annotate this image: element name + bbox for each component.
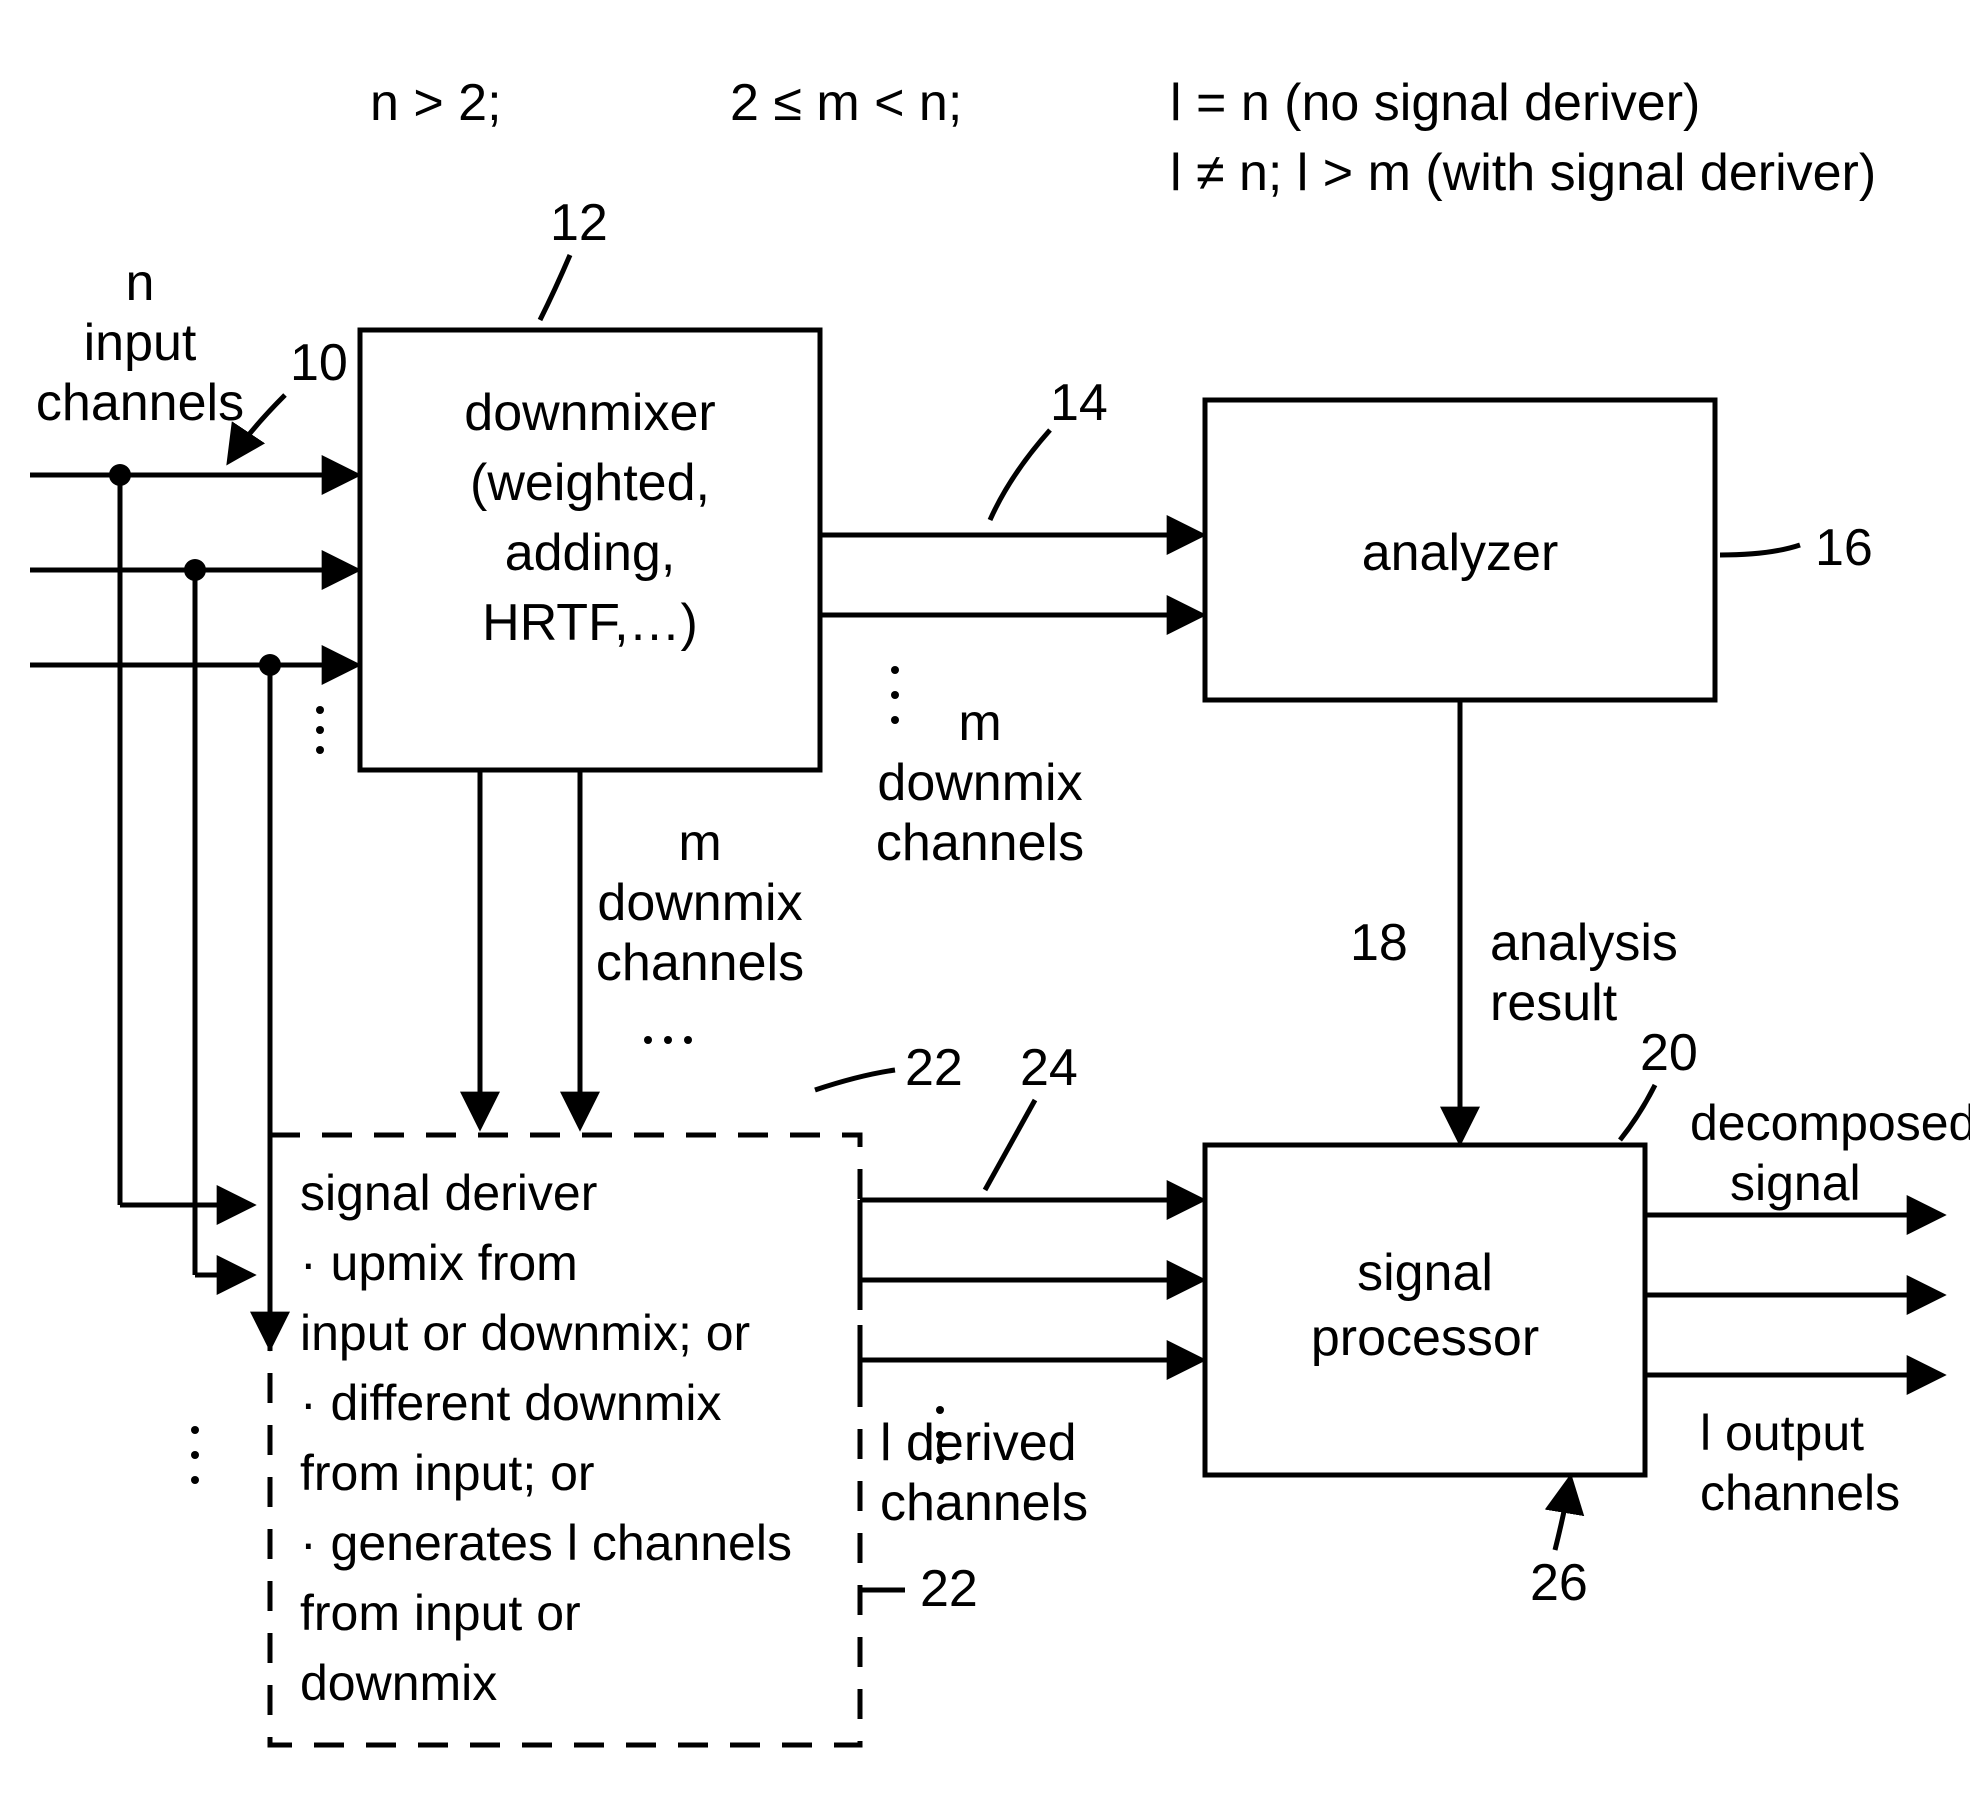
sd-l1: signal deriver	[300, 1165, 597, 1221]
ref-22a-pointer	[815, 1070, 895, 1090]
ref-16-pointer	[1720, 545, 1800, 555]
downmixer-l2: (weighted,	[470, 454, 710, 512]
ref-18: 18	[1350, 914, 1408, 972]
m-dm-ch-b2: downmix	[597, 874, 802, 932]
ref-26: 26	[1530, 1554, 1588, 1612]
input-input: input	[84, 314, 197, 372]
m-dm-ch-b1: m	[678, 814, 721, 872]
ref-10: 10	[290, 334, 348, 392]
input-channels: channels	[36, 374, 244, 432]
ref-14-pointer	[990, 430, 1050, 520]
ref-24-pointer	[985, 1100, 1035, 1190]
m-dm-ch-a3: channels	[876, 814, 1084, 872]
constraint-l1: l = n (no signal deriver)	[1170, 74, 1700, 132]
ref-22a: 22	[905, 1039, 963, 1097]
signal-deriver-box	[270, 1135, 860, 1745]
analysis-2: result	[1490, 974, 1618, 1032]
ref-22b: 22	[920, 1560, 978, 1618]
downmixer-l1: downmixer	[464, 384, 715, 442]
constraint-l2: l ≠ n; l > m (with signal deriver)	[1170, 144, 1876, 202]
m-dm-ch-b3: channels	[596, 934, 804, 992]
m-dm-ch-a2: downmix	[877, 754, 1082, 812]
ref-12: 12	[550, 194, 608, 252]
sd-l2: · upmix from	[300, 1235, 578, 1291]
analysis-1: analysis	[1490, 914, 1678, 972]
ref-12-pointer	[540, 255, 570, 320]
input-n: n	[126, 254, 155, 312]
downmixer-l4: HRTF,…)	[482, 594, 698, 652]
ref-14: 14	[1050, 374, 1108, 432]
decomposed-1: decomposed	[1690, 1095, 1970, 1151]
sp-l1: signal	[1357, 1244, 1493, 1302]
ref-16: 16	[1815, 519, 1873, 577]
decomposed-2: signal	[1730, 1155, 1861, 1211]
m-dm-ch-a1: m	[958, 694, 1001, 752]
l-derived-2: channels	[880, 1474, 1088, 1532]
sd-l8: downmix	[300, 1655, 497, 1711]
signal-diagram: n > 2; 2 ≤ m < n; l = n (no signal deriv…	[0, 0, 1970, 1820]
ref-26-pointer	[1555, 1480, 1570, 1550]
sd-l6: · generates l channels	[300, 1515, 792, 1571]
sd-l7: from input or	[300, 1585, 581, 1641]
sp-l2: processor	[1311, 1309, 1539, 1367]
analyzer-label: analyzer	[1362, 524, 1559, 582]
l-derived-1: l derived	[880, 1414, 1077, 1472]
output-1: l output	[1700, 1405, 1864, 1461]
sd-l5: from input; or	[300, 1445, 595, 1501]
downmixer-l3: adding,	[505, 524, 676, 582]
sd-l4: · different downmix	[300, 1375, 721, 1431]
constraint-n: n > 2;	[370, 74, 502, 132]
constraint-m: 2 ≤ m < n;	[730, 74, 962, 132]
output-2: channels	[1700, 1465, 1900, 1521]
ref-20-pointer	[1620, 1085, 1655, 1140]
ref-24: 24	[1020, 1039, 1078, 1097]
ref-20: 20	[1640, 1024, 1698, 1082]
sd-l3: input or downmix; or	[300, 1305, 750, 1361]
